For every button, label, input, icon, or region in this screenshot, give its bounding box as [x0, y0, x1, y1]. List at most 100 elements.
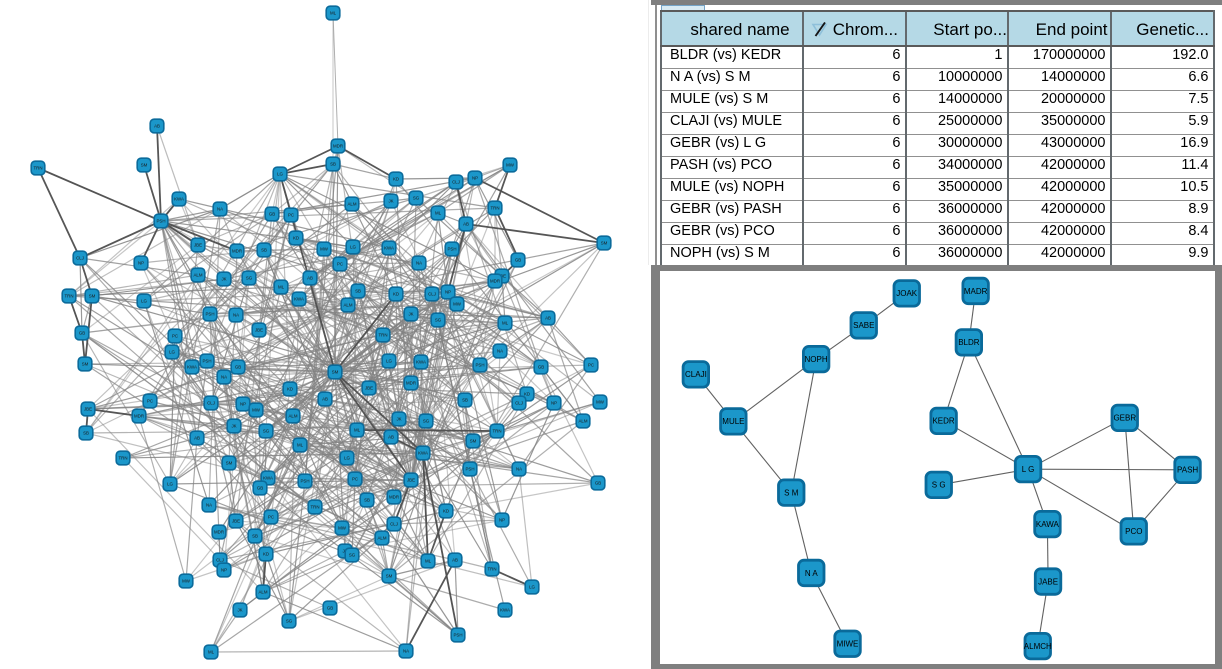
svg-text:NP: NP — [472, 176, 478, 181]
svg-text:PC: PC — [288, 213, 294, 218]
svg-text:JK: JK — [396, 417, 401, 422]
svg-text:AB: AB — [388, 435, 394, 440]
svg-text:MDR: MDR — [333, 144, 343, 149]
svg-text:NA: NA — [206, 503, 212, 508]
svg-text:JBE: JBE — [84, 407, 92, 412]
svg-text:CLAJI: CLAJI — [685, 370, 707, 379]
svg-text:AB: AB — [154, 124, 160, 129]
svg-text:NP: NP — [551, 401, 557, 406]
svg-text:NP: NP — [445, 290, 451, 295]
svg-text:JK: JK — [237, 608, 242, 613]
svg-text:PC: PC — [588, 363, 594, 368]
svg-text:PSH: PSH — [156, 219, 165, 224]
svg-text:ALM: ALM — [377, 536, 386, 541]
svg-text:BLDR: BLDR — [958, 338, 980, 347]
svg-text:PSH: PSH — [475, 363, 484, 368]
svg-text:GB: GB — [269, 212, 275, 217]
svg-text:KWA: KWA — [418, 451, 428, 456]
svg-text:PSH: PSH — [447, 247, 456, 252]
svg-text:NA: NA — [403, 649, 409, 654]
svg-text:JK: JK — [221, 277, 226, 282]
svg-text:KD: KD — [287, 387, 293, 392]
svg-text:PC: PC — [352, 477, 358, 482]
svg-text:JABE: JABE — [1038, 577, 1058, 586]
svg-text:GB: GB — [235, 365, 241, 370]
svg-text:SM: SM — [470, 439, 477, 444]
svg-text:NA: NA — [233, 313, 239, 318]
svg-text:PCO: PCO — [1125, 527, 1142, 536]
svg-text:SM: SM — [141, 163, 148, 168]
svg-text:MDR: MDR — [490, 279, 500, 284]
svg-text:SM: SM — [89, 294, 96, 299]
svg-text:AB: AB — [463, 222, 469, 227]
svg-text:KWA: KWA — [384, 246, 394, 251]
svg-text:GB: GB — [515, 258, 521, 263]
svg-text:JK: JK — [388, 199, 393, 204]
svg-text:ALM: ALM — [193, 273, 202, 278]
svg-text:MW: MW — [320, 247, 329, 252]
svg-text:GB: GB — [79, 331, 85, 336]
svg-text:JK: JK — [408, 312, 413, 317]
svg-text:PC: PC — [337, 262, 343, 267]
svg-text:TRN: TRN — [310, 505, 319, 510]
svg-text:PC: PC — [147, 399, 153, 404]
svg-text:MW: MW — [338, 526, 347, 531]
svg-text:MDR: MDR — [214, 530, 224, 535]
svg-text:SABE: SABE — [853, 321, 874, 330]
svg-text:ML: ML — [502, 321, 509, 326]
svg-text:JBE: JBE — [365, 386, 373, 391]
svg-text:SG: SG — [349, 553, 356, 558]
svg-text:ALM: ALM — [288, 414, 297, 419]
svg-text:ML: ML — [330, 11, 337, 16]
svg-text:SB: SB — [83, 431, 89, 436]
svg-text:MW: MW — [596, 400, 605, 405]
svg-text:SB: SB — [261, 248, 267, 253]
svg-text:AB: AB — [307, 276, 313, 281]
svg-text:KWA: KWA — [500, 608, 510, 613]
svg-text:SG: SG — [286, 619, 293, 624]
svg-text:KAWA: KAWA — [1036, 520, 1060, 529]
svg-text:JBE: JBE — [407, 478, 415, 483]
svg-text:MW: MW — [506, 163, 515, 168]
svg-text:GB: GB — [257, 486, 263, 491]
svg-text:PSH: PSH — [465, 467, 474, 472]
svg-text:MDR: MDR — [232, 249, 242, 254]
svg-text:ML: ML — [435, 211, 442, 216]
svg-text:CLJ: CLJ — [515, 401, 523, 406]
svg-text:KWA: KWA — [187, 365, 197, 370]
svg-text:NP: NP — [138, 261, 144, 266]
svg-text:TRN: TRN — [64, 294, 73, 299]
svg-text:SB: SB — [462, 398, 468, 403]
svg-text:SB: SB — [364, 498, 370, 503]
svg-text:SM: SM — [226, 461, 233, 466]
svg-text:MDR: MDR — [406, 381, 416, 386]
svg-text:TRN: TRN — [490, 206, 499, 211]
svg-text:NA: NA — [416, 261, 422, 266]
svg-text:S M: S M — [784, 489, 799, 498]
svg-text:S G: S G — [932, 481, 946, 490]
svg-text:SB: SB — [355, 289, 361, 294]
svg-text:SM: SM — [601, 241, 608, 246]
svg-text:MW: MW — [252, 408, 261, 413]
svg-text:GB: GB — [327, 606, 333, 611]
svg-text:JBE: JBE — [232, 519, 240, 524]
svg-text:L G: L G — [1022, 465, 1035, 474]
svg-text:ALMCH: ALMCH — [1024, 642, 1052, 651]
svg-text:ML: ML — [208, 650, 215, 655]
svg-text:MIWE: MIWE — [837, 640, 859, 649]
svg-text:AB: AB — [322, 397, 328, 402]
svg-text:LG: LG — [169, 350, 175, 355]
svg-text:KD: KD — [293, 236, 299, 241]
svg-text:ALM: ALM — [343, 303, 352, 308]
svg-text:TRN: TRN — [118, 456, 127, 461]
svg-text:CLJ: CLJ — [216, 558, 224, 563]
svg-text:JBE: JBE — [255, 328, 263, 333]
svg-text:NP: NP — [221, 568, 227, 573]
svg-text:KEDR: KEDR — [932, 417, 954, 426]
svg-text:SB: SB — [252, 534, 258, 539]
svg-text:CLJ: CLJ — [428, 292, 436, 297]
svg-text:CLJ: CLJ — [452, 180, 460, 185]
svg-text:MW: MW — [453, 302, 462, 307]
svg-text:LG: LG — [167, 482, 173, 487]
svg-text:GB: GB — [595, 481, 601, 486]
